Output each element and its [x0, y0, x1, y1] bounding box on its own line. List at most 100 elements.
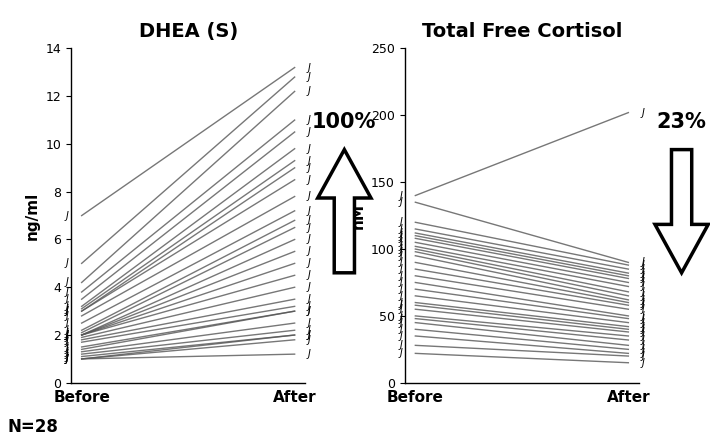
- Text: J: J: [641, 327, 644, 337]
- Text: J: J: [66, 354, 69, 364]
- Text: J: J: [641, 257, 644, 268]
- Y-axis label: nM: nM: [351, 202, 366, 229]
- Text: J: J: [641, 324, 644, 334]
- Text: J: J: [400, 278, 403, 287]
- Text: J: J: [641, 274, 644, 283]
- Text: J: J: [66, 278, 69, 287]
- Text: J: J: [307, 330, 310, 340]
- Text: J: J: [66, 349, 69, 359]
- Text: J: J: [66, 306, 69, 316]
- Text: J: J: [400, 318, 403, 328]
- Text: J: J: [66, 335, 69, 345]
- Text: J: J: [66, 306, 69, 316]
- Text: J: J: [641, 351, 644, 361]
- Text: J: J: [307, 270, 310, 280]
- Text: J: J: [400, 314, 403, 323]
- Text: J: J: [641, 271, 644, 281]
- Title: Total Free Cortisol: Total Free Cortisol: [422, 22, 622, 41]
- Text: J: J: [307, 191, 310, 202]
- Text: J: J: [641, 358, 644, 368]
- Text: J: J: [307, 335, 310, 345]
- Text: J: J: [66, 354, 69, 364]
- Text: J: J: [641, 287, 644, 297]
- Text: J: J: [400, 348, 403, 358]
- Text: J: J: [307, 86, 310, 96]
- Text: J: J: [400, 257, 403, 268]
- Text: J: J: [307, 325, 310, 335]
- Text: N=28: N=28: [7, 418, 58, 436]
- Text: J: J: [641, 278, 644, 287]
- Text: J: J: [66, 347, 69, 357]
- Text: J: J: [66, 325, 69, 335]
- Text: J: J: [307, 306, 310, 316]
- Text: J: J: [641, 295, 644, 305]
- Y-axis label: ng/ml: ng/ml: [25, 191, 40, 240]
- Text: J: J: [307, 246, 310, 257]
- Text: J: J: [641, 304, 644, 314]
- Text: J: J: [307, 223, 310, 233]
- Text: J: J: [307, 163, 310, 173]
- Text: J: J: [66, 258, 69, 268]
- Text: J: J: [307, 306, 310, 316]
- Text: J: J: [641, 300, 644, 310]
- Text: J: J: [641, 311, 644, 321]
- Text: J: J: [400, 237, 403, 247]
- Text: J: J: [400, 191, 403, 201]
- Text: J: J: [400, 311, 403, 321]
- Text: J: J: [66, 211, 69, 220]
- Text: J: J: [307, 330, 310, 340]
- Text: J: J: [641, 264, 644, 274]
- Text: J: J: [641, 345, 644, 354]
- Text: J: J: [307, 349, 310, 359]
- Text: J: J: [66, 311, 69, 321]
- Text: J: J: [400, 271, 403, 281]
- Text: J: J: [307, 301, 310, 312]
- Text: J: J: [66, 332, 69, 342]
- Text: J: J: [66, 337, 69, 347]
- Text: J: J: [400, 197, 403, 207]
- Text: J: J: [641, 314, 644, 323]
- Text: J: J: [400, 297, 403, 308]
- Text: 23%: 23%: [657, 112, 706, 132]
- Text: J: J: [641, 108, 644, 117]
- Text: J: J: [400, 233, 403, 243]
- Text: J: J: [307, 318, 310, 328]
- Text: J: J: [400, 331, 403, 341]
- Text: J: J: [66, 330, 69, 340]
- Text: J: J: [641, 291, 644, 301]
- Text: J: J: [641, 322, 644, 332]
- Text: J: J: [307, 206, 310, 216]
- Text: J: J: [641, 341, 644, 350]
- Text: J: J: [66, 301, 69, 312]
- Text: J: J: [66, 318, 69, 328]
- Text: J: J: [307, 235, 310, 245]
- Text: J: J: [307, 115, 310, 125]
- Text: J: J: [400, 300, 403, 310]
- Text: J: J: [307, 258, 310, 268]
- Text: J: J: [66, 345, 69, 354]
- Text: J: J: [400, 251, 403, 261]
- Text: J: J: [400, 341, 403, 350]
- Text: J: J: [307, 62, 310, 73]
- Text: J: J: [641, 297, 644, 308]
- Text: J: J: [66, 352, 69, 362]
- Text: J: J: [400, 224, 403, 234]
- Text: J: J: [400, 217, 403, 227]
- Text: J: J: [400, 247, 403, 257]
- Text: J: J: [400, 291, 403, 301]
- Text: J: J: [400, 324, 403, 334]
- Text: J: J: [400, 242, 403, 251]
- Text: J: J: [641, 282, 644, 291]
- Text: J: J: [400, 284, 403, 294]
- Text: J: J: [641, 335, 644, 345]
- Text: J: J: [307, 144, 310, 154]
- Title: DHEA (S): DHEA (S): [138, 22, 238, 41]
- Text: J: J: [66, 328, 69, 337]
- Text: J: J: [66, 342, 69, 352]
- Text: J: J: [641, 348, 644, 358]
- Text: J: J: [307, 156, 310, 166]
- Text: J: J: [66, 354, 69, 364]
- Text: J: J: [66, 304, 69, 314]
- Text: J: J: [400, 228, 403, 238]
- Text: J: J: [307, 282, 310, 292]
